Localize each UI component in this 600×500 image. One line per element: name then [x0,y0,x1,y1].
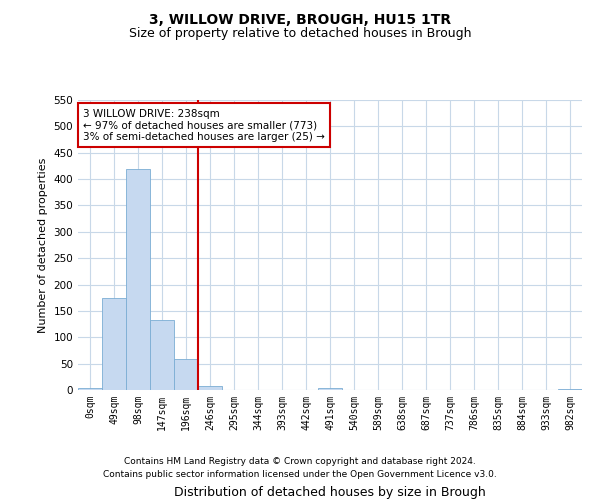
Bar [318,388,342,390]
Bar [126,168,150,390]
Y-axis label: Number of detached properties: Number of detached properties [38,158,48,332]
Bar [558,389,582,390]
Bar [174,360,198,390]
Bar [102,298,126,390]
Text: 3, WILLOW DRIVE, BROUGH, HU15 1TR: 3, WILLOW DRIVE, BROUGH, HU15 1TR [149,12,451,26]
Bar [78,388,102,390]
Bar [150,320,174,390]
Bar [198,386,222,390]
Text: Contains public sector information licensed under the Open Government Licence v3: Contains public sector information licen… [103,470,497,479]
Text: Size of property relative to detached houses in Brough: Size of property relative to detached ho… [129,28,471,40]
X-axis label: Distribution of detached houses by size in Brough: Distribution of detached houses by size … [174,486,486,498]
Text: 3 WILLOW DRIVE: 238sqm
← 97% of detached houses are smaller (773)
3% of semi-det: 3 WILLOW DRIVE: 238sqm ← 97% of detached… [83,108,325,142]
Text: Contains HM Land Registry data © Crown copyright and database right 2024.: Contains HM Land Registry data © Crown c… [124,458,476,466]
